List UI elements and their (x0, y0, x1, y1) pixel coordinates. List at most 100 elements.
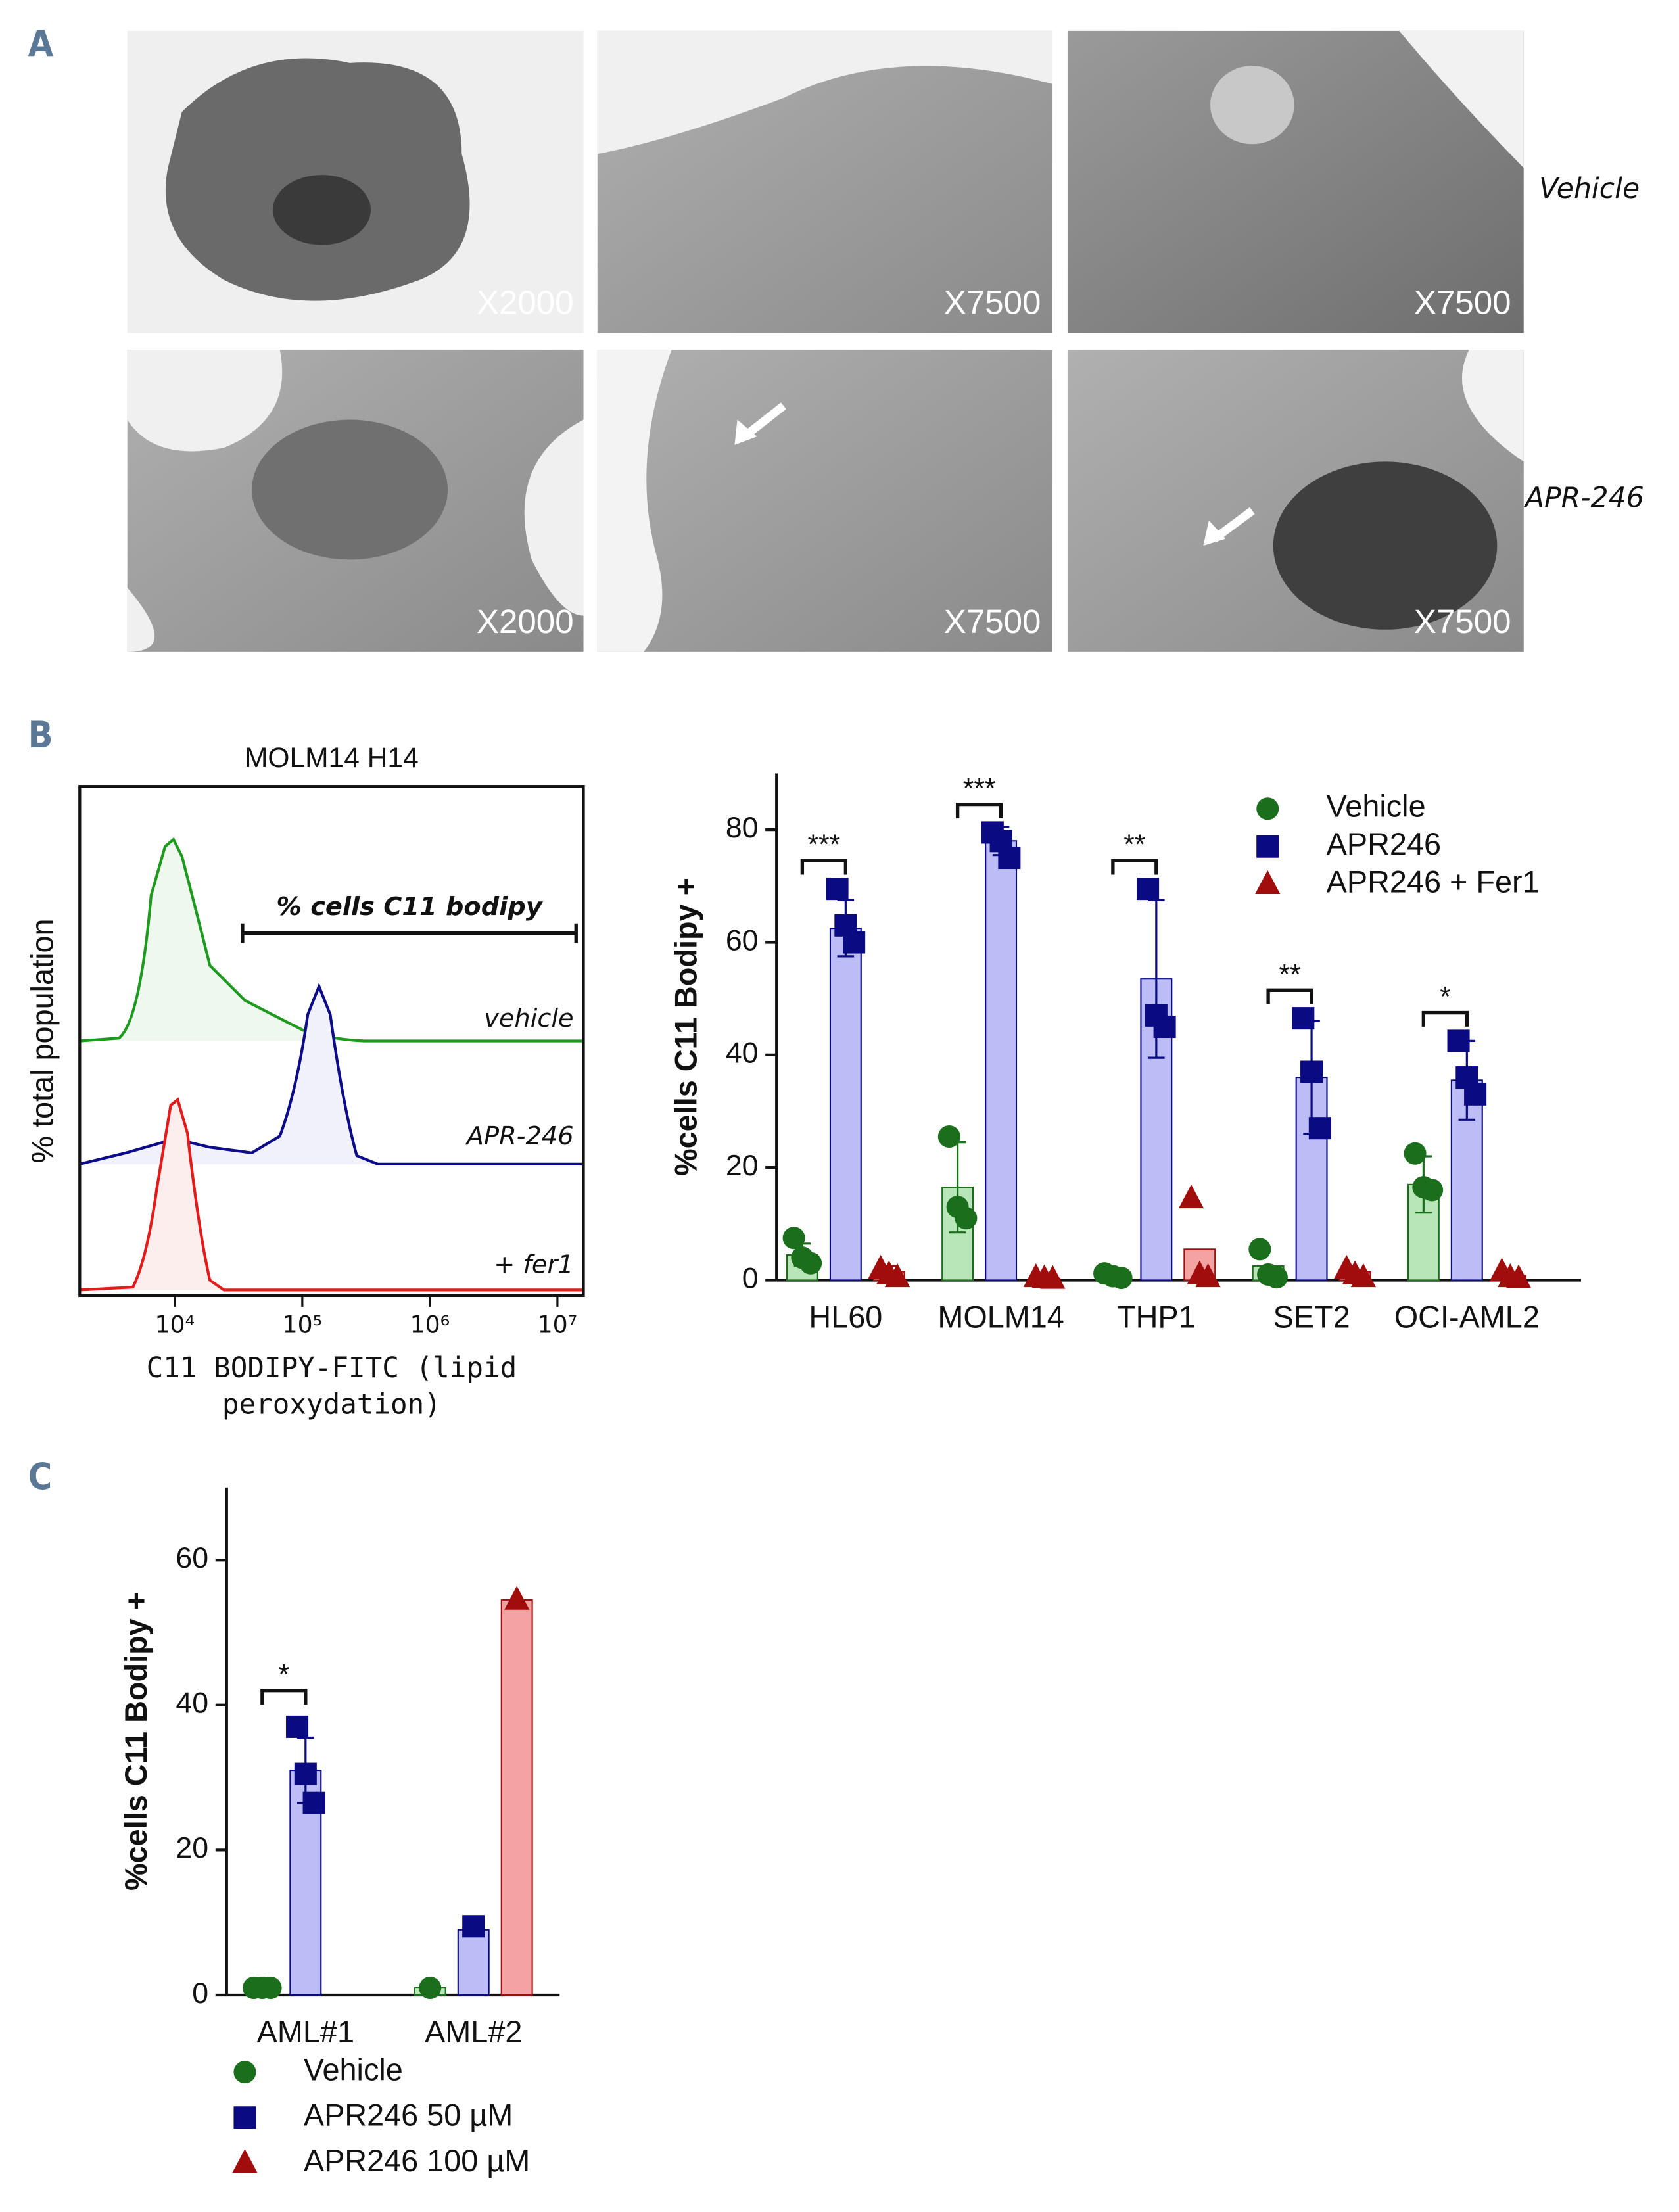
significance-bracket (1111, 859, 1158, 875)
x-tick-label: 10⁴ (155, 1311, 195, 1339)
x-axis-label: peroxydation) (222, 1388, 441, 1421)
row-label: Vehicle (1539, 172, 1640, 205)
curve-label: + fer1 (494, 1250, 573, 1280)
y-tick-label: 20 (726, 1150, 759, 1182)
x-tick-label: AML#2 (425, 2015, 522, 2049)
point (504, 1586, 530, 1610)
magnification: X2000 (477, 284, 574, 321)
significance-label: * (1440, 981, 1451, 1013)
significance-label: ** (1279, 958, 1301, 990)
significance-bracket (1266, 988, 1313, 1004)
point (1505, 1264, 1532, 1288)
point (1265, 1266, 1288, 1289)
y-tick-label: 20 (176, 1832, 208, 1864)
significance-bracket (1421, 1010, 1469, 1027)
background (1461, 350, 1524, 462)
point (1110, 1267, 1133, 1290)
bar (500, 1599, 533, 1996)
fer1-curve (80, 1097, 584, 1292)
point (1447, 1029, 1470, 1052)
background (127, 350, 584, 652)
x-tick-label: 10⁶ (410, 1311, 450, 1339)
magnification: X2000 (477, 603, 574, 640)
point (884, 1263, 910, 1288)
bar (457, 1929, 490, 1996)
y-tick-label: 0 (192, 1977, 208, 2010)
vesicle (1210, 66, 1294, 145)
legend-label: APR246 100 µM (304, 2144, 530, 2178)
nucleus (252, 419, 448, 560)
point (1153, 1015, 1176, 1039)
significance-label: ** (1123, 829, 1145, 860)
point (232, 2149, 258, 2173)
point (233, 2106, 256, 2129)
y-tick-label: 60 (176, 1542, 208, 1574)
curve-label: APR-246 (465, 1121, 574, 1151)
y-tick-label: 40 (176, 1687, 208, 1720)
y-tick-label: 60 (726, 924, 759, 956)
panel-label: C (28, 1456, 53, 1498)
point (233, 2061, 256, 2084)
point (1404, 1142, 1427, 1165)
panel-label: A (28, 23, 54, 65)
point (286, 1715, 309, 1738)
x-tick-label: MOLM14 (937, 1300, 1064, 1334)
micrograph (597, 350, 1052, 652)
point (294, 1762, 317, 1785)
significance-label: *** (808, 829, 841, 860)
legend-label: APR246 + Fer1 (1327, 865, 1540, 899)
background (1399, 30, 1524, 168)
y-axis-label: %cells C11 Bodipy + (119, 1592, 153, 1891)
bar (985, 840, 1018, 1281)
magnification: X7500 (944, 603, 1041, 640)
y-tick-label: 80 (726, 812, 759, 844)
point (998, 846, 1021, 870)
point (1248, 1238, 1271, 1261)
legend-label: APR246 50 µM (304, 2098, 513, 2132)
x-tick-label: 10⁵ (283, 1311, 323, 1339)
arrow-head (1203, 520, 1226, 546)
point (782, 1227, 805, 1250)
curve-label: vehicle (484, 1004, 573, 1033)
chart-title: MOLM14 H14 (245, 742, 419, 774)
x-tick-label: AML#1 (257, 2015, 354, 2049)
row-label: APR-246 (1523, 481, 1644, 514)
panel-label: B (28, 715, 53, 757)
point (302, 1791, 325, 1814)
x-tick-label: OCI-AML2 (1394, 1300, 1540, 1334)
significance-label: * (279, 1659, 290, 1691)
x-tick-label: HL60 (809, 1300, 882, 1334)
nucleus (273, 175, 371, 245)
point (1292, 1007, 1315, 1030)
point (799, 1252, 822, 1275)
x-tick-label: THP1 (1117, 1300, 1196, 1334)
legend-label: Vehicle (304, 2052, 403, 2086)
significance-bracket (955, 802, 1003, 818)
point (1256, 797, 1279, 820)
x-tick-label: SET2 (1273, 1300, 1350, 1334)
apr-curve (79, 982, 584, 1165)
significance-label: *** (963, 773, 996, 805)
point (1040, 1265, 1066, 1289)
legend-label: Vehicle (1327, 789, 1426, 824)
x-tick-label: 10⁷ (538, 1311, 578, 1339)
point (1178, 1184, 1204, 1209)
point (1256, 835, 1279, 858)
flow-curves (79, 837, 584, 1292)
micrograph-grid: X2000 X7500 X7500 X2000 X7500 X7500 Vehi… (127, 30, 1644, 652)
point (1137, 878, 1160, 901)
legend-label: APR246 (1327, 827, 1441, 861)
y-tick-label: 0 (742, 1262, 759, 1294)
background (597, 30, 1052, 154)
point (1255, 870, 1281, 895)
point (1300, 1060, 1323, 1083)
significance-bracket (800, 859, 848, 875)
point (843, 931, 866, 954)
magnification: X7500 (944, 284, 1041, 321)
y-axis-label: % total population (25, 918, 59, 1163)
point (1464, 1083, 1487, 1106)
magnification: X7500 (1414, 284, 1511, 321)
significance-bracket (260, 1689, 308, 1705)
magnification: X7500 (1414, 603, 1511, 640)
